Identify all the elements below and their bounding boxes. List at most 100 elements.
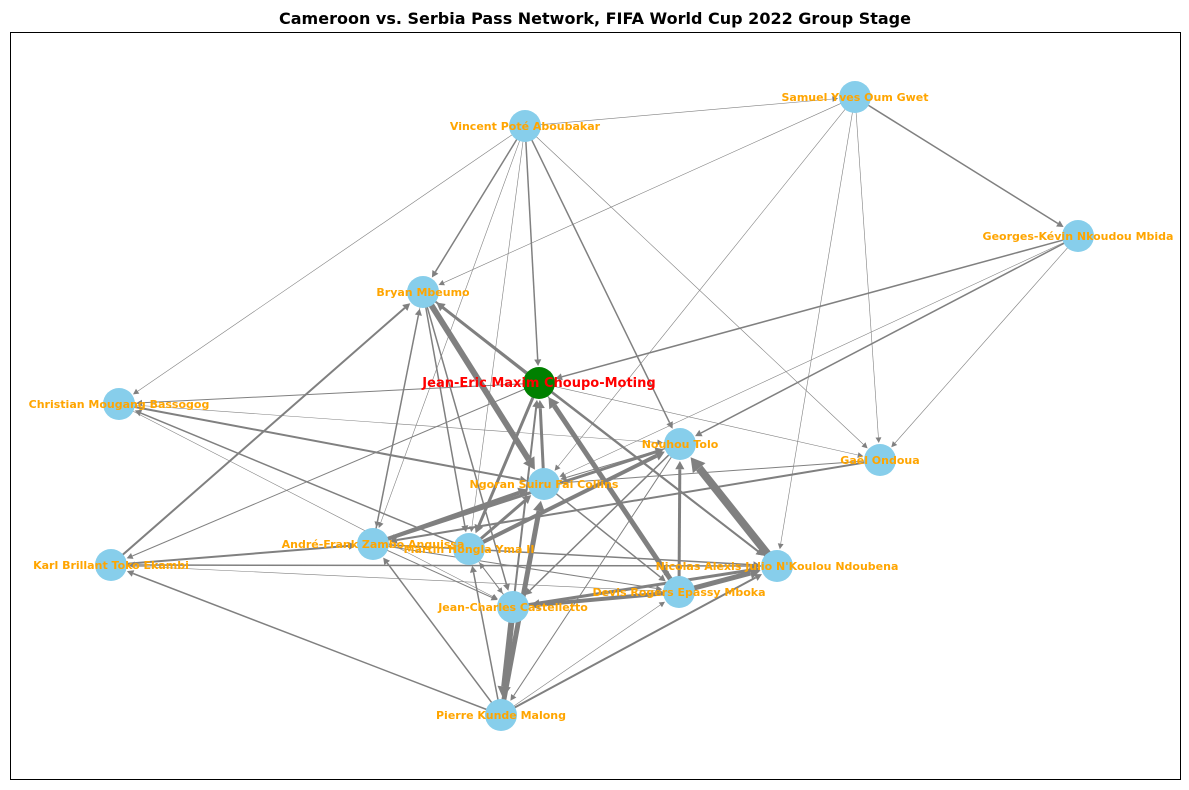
pass-edge-choupo-to-karl [132, 388, 527, 557]
pass-arrowhead-pierre-to-andre [383, 557, 390, 566]
pass-edge-georges-to-choupo [561, 238, 1065, 378]
pass-arrowhead-choupo-to-christian [136, 399, 143, 406]
pass-edge-choupo-to-nicolas [549, 390, 759, 553]
pass-arrowhead-vincent-to-nouhou [666, 421, 673, 429]
pass-arrowhead-samuel-to-gael [875, 437, 882, 443]
player-label-martin: Martin Hongla Yma II [404, 543, 535, 556]
pass-edge-vincent-to-choupo [525, 139, 539, 360]
pass-edge-samuel-to-gael [855, 110, 879, 438]
player-label-devis: Devis Rogers Epassy Mboka [592, 586, 765, 599]
pass-arrowhead-karl-to-devis [656, 588, 662, 594]
pass-edge-georges-to-nouhou [700, 241, 1066, 434]
pass-edge-christian-to-nouhou [132, 404, 658, 443]
pass-edge-vincent-to-bryan [434, 137, 519, 273]
pass-arrowhead-christian-to-jc [491, 594, 498, 600]
pass-arrowhead-karl-to-andre [348, 542, 357, 550]
player-label-andre: André-Frank Zambo Anguissa [282, 538, 465, 551]
pass-arrowhead-gael-to-andre [389, 536, 398, 544]
pass-arrowhead-bryan-to-martin [461, 525, 469, 533]
pass-edge-ngoran-to-devis [554, 492, 661, 578]
pass-edge-andre-to-nicolas [386, 544, 754, 566]
pass-arrowhead-choupo-to-gael [857, 452, 864, 458]
player-label-vincent: Vincent Poté Aboubakar [450, 120, 601, 133]
pass-edge-karl-to-devis [124, 565, 657, 592]
pass-edge-jc-to-pierre [501, 620, 515, 687]
player-node-nicolas [761, 550, 793, 582]
pass-edge-gael-to-andre [396, 461, 867, 541]
pass-edge-pierre-to-nicolas [512, 576, 757, 710]
player-node-vincent [509, 110, 541, 142]
pass-arrowhead-choupo-to-karl [126, 553, 134, 559]
pass-arrowhead-martin-to-christian [134, 409, 143, 417]
pass-arrowhead-georges-to-ngoran [559, 471, 566, 478]
pass-edge-devis-to-jc [539, 591, 666, 607]
player-label-pierre: Pierre Kunde Malong [436, 709, 566, 722]
pass-edge-choupo-to-martin [477, 395, 535, 527]
pass-arrowhead-jc-to-choupo [532, 399, 541, 408]
player-node-ngoran [528, 468, 560, 500]
pass-arrowhead-nouhou-to-jc [525, 587, 533, 596]
pass-arrowhead-samuel-to-georges [1056, 220, 1064, 227]
player-label-gael: Gaël Ondoua [840, 454, 919, 467]
pass-edge-karl-to-bryan [120, 307, 406, 557]
pass-edge-martin-to-jc [477, 560, 500, 590]
player-label-karl: Karl Brillant Toko Ekambi [33, 559, 189, 572]
player-label-christian: Christian Mougang Bassogog [29, 398, 210, 411]
pass-edge-pierre-to-martin [472, 572, 500, 702]
pass-arrowhead-choupo-to-devis [663, 571, 670, 578]
pass-edge-bryan-to-ngoran [427, 302, 532, 462]
pass-edge-vincent-to-gael [534, 135, 864, 445]
pass-edge-devis-to-nicolas [691, 570, 752, 591]
pass-arrowhead-vincent-to-gael [861, 442, 868, 449]
pass-arrowhead-devis-to-choupo [548, 397, 560, 410]
pass-edge-choupo-to-gael [552, 385, 858, 456]
pass-edge-samuel-to-georges [866, 103, 1059, 225]
player-node-choupo [523, 367, 555, 399]
player-node-nouhou [664, 428, 696, 460]
pass-arrowhead-samuel-to-ngoran [554, 464, 561, 471]
pass-arrowhead-christian-to-ngoran [519, 475, 528, 484]
player-node-devis [663, 576, 695, 608]
pass-edge-jc-to-nicolas [526, 568, 753, 607]
pass-edge-bryan-to-andre [377, 305, 421, 522]
player-node-jc [497, 591, 529, 623]
pass-arrowhead-andre-to-bryan [414, 308, 422, 316]
pass-arrowhead-karl-to-bryan [402, 303, 411, 311]
pass-edge-vincent-to-andre [380, 139, 521, 523]
player-label-samuel: Samuel Yves Oum Gwet [781, 91, 928, 104]
pass-arrowhead-bryan-to-andre [374, 521, 381, 528]
pass-edge-gael-to-ngoran [566, 460, 867, 483]
pass-edge-samuel-to-bryan [443, 102, 843, 283]
player-label-choupo: Jean-Eric Maxim Choupo-Moting [421, 376, 655, 391]
pass-edge-georges-to-gael [894, 246, 1069, 444]
pass-edge-ngoran-to-choupo [538, 408, 545, 471]
pass-arrowhead-pierre-to-martin [470, 565, 477, 573]
nodes-layer [95, 81, 1094, 731]
player-label-georges: Georges-Kévin Nkoudou Mbida [983, 230, 1174, 243]
pass-edge-christian-to-ngoran [132, 405, 521, 481]
pass-arrowhead-christian-to-nouhou [657, 439, 663, 446]
pass-arrowhead-georges-to-choupo [555, 373, 563, 381]
pass-arrowhead-samuel-to-bryan [438, 280, 445, 286]
pass-edge-pierre-to-karl [132, 572, 489, 711]
pass-edge-devis-to-nouhou [677, 469, 682, 579]
player-node-christian [103, 388, 135, 420]
pass-arrowhead-vincent-to-samuel [832, 96, 839, 102]
pass-edge-georges-to-ngoran [564, 241, 1066, 475]
player-label-ngoran: Ngoran Suiru Fai Collins [470, 478, 619, 491]
pass-edge-nouhou-to-ngoran [566, 447, 667, 478]
pass-edge-bryan-to-martin [424, 305, 466, 526]
pass-arrowhead-devis-to-nouhou [675, 461, 685, 470]
pass-edge-vincent-to-samuel [538, 98, 833, 126]
pass-arrowhead-nicolas-to-nouhou [690, 457, 706, 474]
player-node-andre [357, 528, 389, 560]
pass-arrowhead-nouhou-to-ngoran [560, 474, 568, 481]
pass-arrowhead-georges-to-nouhou [695, 429, 703, 437]
pass-edge-nouhou-to-pierre [513, 455, 673, 696]
player-label-nouhou: Nouhou Tolo [642, 438, 719, 451]
player-label-jc: Jean-Charles Castelletto [437, 601, 588, 614]
pass-edge-samuel-to-ngoran [557, 107, 847, 467]
pass-arrowhead-georges-to-gael [891, 441, 898, 448]
pass-arrowhead-gael-to-ngoran [561, 479, 568, 486]
pass-edge-martin-to-ngoran [478, 499, 526, 541]
